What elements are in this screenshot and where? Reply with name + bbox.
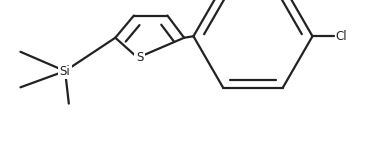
Text: Si: Si [60,65,70,78]
Text: Cl: Cl [336,30,347,43]
Text: S: S [136,51,143,64]
